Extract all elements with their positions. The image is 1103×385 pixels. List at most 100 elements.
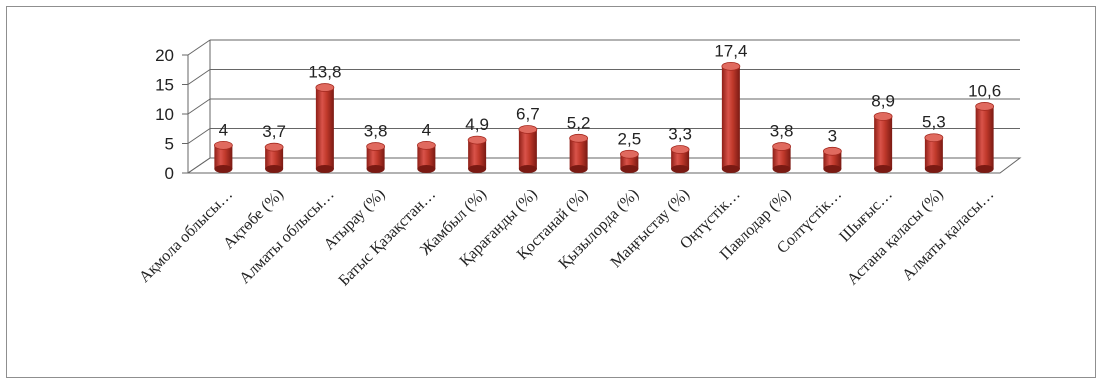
bar-top [670,145,690,154]
bar-base [214,165,233,173]
chart-floor [186,157,1022,174]
bar [518,125,538,173]
bar-top [213,140,233,150]
bar-base [468,165,487,173]
bar-body [366,146,385,169]
bar-base [874,165,893,173]
gridline-side [187,157,211,174]
bar-top [518,125,538,134]
x-tick-label: Батыс Қазақстан… [336,186,440,290]
bar-base [315,165,334,173]
bar-base [620,165,639,173]
bar-base [772,165,791,173]
chart-walls [186,40,1022,174]
bar-body [721,66,740,169]
bar-top [569,133,589,143]
bar-top [366,142,386,151]
bar-base [671,165,690,173]
bar-base [366,165,385,173]
bar [315,83,335,173]
bar [213,140,233,173]
y-tick-label: 5 [165,135,174,154]
bar-base [518,165,537,173]
y-tick-label: 15 [155,76,174,95]
bar-body [671,149,690,169]
bar-body [265,147,284,169]
bar [366,142,386,173]
bar-top [772,142,792,151]
bar-top [975,102,995,111]
y-axis-ticks: 0 5 10 15 20 [155,46,188,183]
x-tick-label: Алматы қаласы… [899,186,997,284]
bar-base [417,165,436,173]
bar-body [468,140,487,169]
bar-top [315,83,335,92]
bar [721,61,741,173]
grid-lines [187,39,1020,174]
data-label: 3,8 [364,122,388,141]
bar [416,140,436,173]
bar-top [467,135,487,145]
data-label: 17,4 [714,41,747,60]
bar-top [264,142,284,152]
bar-base [823,165,842,173]
gridline-side [187,69,211,85]
data-label: 3,8 [770,122,794,141]
data-label: 13,8 [308,63,341,82]
x-tick-label: Астана қаласы (%) [844,186,947,289]
bar-top [873,112,893,121]
bar-body [772,146,791,169]
gridline-side [187,39,211,56]
data-label: 3,3 [668,125,692,144]
gridline-side [187,98,211,115]
data-label: 10,6 [968,81,1001,100]
bar-body [417,145,436,169]
data-label: 5,2 [567,113,591,132]
data-label: 2,5 [618,129,642,148]
data-label: 8,9 [871,91,895,110]
data-label: 3 [828,126,837,145]
y-tick-label: 0 [165,164,174,183]
bars [213,61,995,173]
bar [924,133,944,173]
bar [264,142,284,173]
bar-body [315,87,334,169]
bar [467,135,487,173]
bar-base [265,165,284,173]
x-axis-labels: Ақмола облысы…Ақтөбе (%)Алматы облысы…Ат… [136,186,997,290]
data-label: 6,7 [516,104,540,123]
bar-body [518,129,537,169]
bar [975,102,995,173]
bar-body [569,138,588,169]
bar-base [569,165,588,173]
bar-body [214,145,233,169]
bar [822,146,842,173]
y-tick-label: 10 [155,105,174,124]
bar [619,149,639,173]
x-tick-label: Ақмола облысы… [136,186,236,286]
data-labels: 4 3,7 13,8 3,8 4 4,9 6,7 5,2 2,5 3,3 17,4 3,8 3 8,9 5,… [219,41,1002,148]
bar-top [924,133,944,143]
bar [569,133,589,173]
data-label: 4 [219,120,228,139]
bar [670,145,690,173]
bar-base [924,165,943,173]
data-label: 4,9 [465,115,489,134]
data-label: 5,3 [922,113,946,132]
bar-top [416,140,436,150]
bar-base [975,165,994,173]
bar-body [975,106,994,169]
bar-body [823,151,842,169]
x-tick-label: Алматы облысы… [236,186,337,287]
bar-body [924,137,943,169]
bar [873,112,893,173]
bar-top [619,149,639,159]
bar [772,142,792,173]
y-tick-label: 20 [155,46,174,65]
bar-top [721,61,741,71]
bar-body [874,116,893,169]
bar-top [822,146,842,156]
gridline-side [187,128,211,144]
data-label: 3,7 [262,122,286,141]
